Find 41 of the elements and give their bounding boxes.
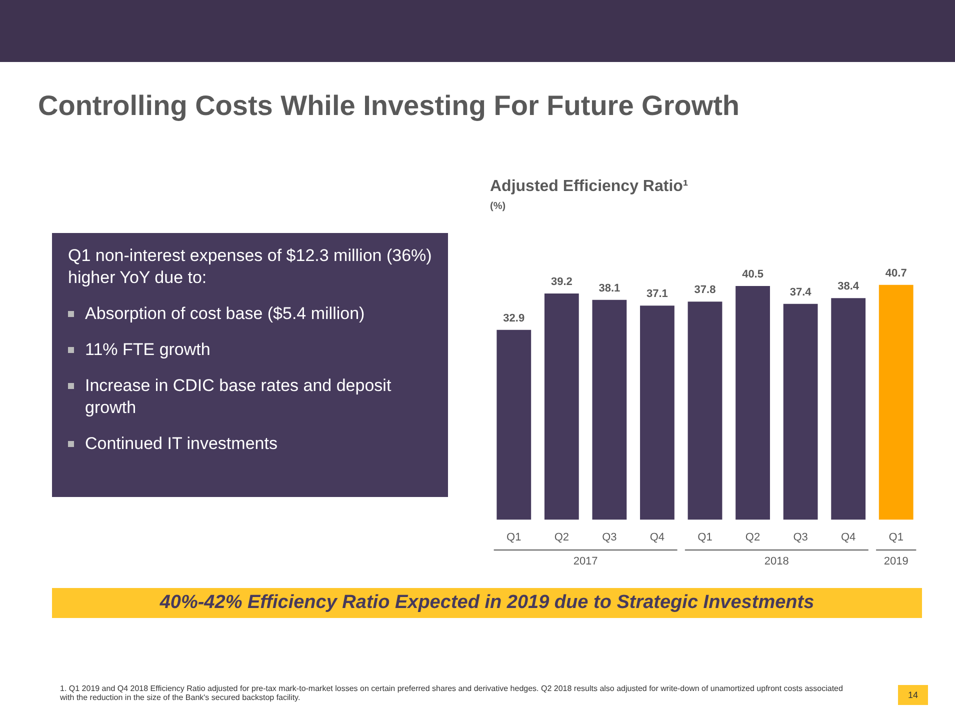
data-label: 32.9 bbox=[503, 312, 525, 324]
text: 14 bbox=[898, 685, 928, 705]
data-label: 38.1 bbox=[598, 282, 620, 294]
x-tick-label: Q1 bbox=[506, 531, 522, 544]
text: Absorption of cost base ($5.4 million) bbox=[68, 303, 432, 325]
text: 11% FTE growth bbox=[68, 339, 432, 361]
bar bbox=[688, 302, 722, 520]
x-tick-label: Q3 bbox=[793, 531, 808, 544]
text: 2018 bbox=[764, 556, 789, 568]
text: Continued IT investments bbox=[68, 433, 432, 455]
bar bbox=[736, 286, 770, 520]
data-label: 37.4 bbox=[790, 286, 812, 298]
text: 2019 bbox=[884, 556, 908, 568]
x-tick-label: Q4 bbox=[650, 531, 665, 544]
data-label: 40.7 bbox=[885, 267, 907, 280]
text: 1. Q1 2019 and Q4 2018 Efficiency Ratio adjusted for pre-tax mark-to-market losses on certain preferred shares and derivative hedges. Q2 2018 results also adjusted for write-down of unamortized upfront costs associated with the reduction in the size of the Bank's secured backstop facility. bbox=[60, 684, 844, 702]
bar bbox=[831, 298, 866, 520]
data-label: 38.4 bbox=[838, 280, 860, 293]
data-label: 37.1 bbox=[646, 288, 668, 300]
x-tick-label: Q2 bbox=[554, 531, 570, 544]
data-label: 40.5 bbox=[742, 268, 764, 281]
text: Increase in CDIC base rates and deposit growth bbox=[68, 375, 432, 419]
x-tick-label: Q1 bbox=[888, 531, 904, 544]
bar bbox=[783, 304, 818, 520]
text: 40%-42% Efficiency Ratio Expected in 2019 due to Strategic Investments bbox=[52, 588, 922, 618]
bar bbox=[640, 306, 674, 520]
text: 2017 bbox=[573, 556, 598, 568]
x-tick-label: Q2 bbox=[745, 531, 760, 544]
chart-title: Adjusted Efficiency Ratio¹ bbox=[490, 178, 688, 196]
bar bbox=[878, 284, 914, 520]
x-tick-label: Q4 bbox=[840, 531, 856, 544]
x-tick-label: Q1 bbox=[698, 531, 712, 544]
bar bbox=[592, 300, 627, 520]
text: Controlling Costs While Investing For Future Growth bbox=[38, 90, 740, 122]
x-tick-label: Q3 bbox=[602, 531, 617, 544]
bar bbox=[544, 293, 579, 520]
data-label: 37.8 bbox=[694, 284, 716, 296]
text: Q1 non-interest expenses of $12.3 million (36%) higher YoY due to: bbox=[68, 245, 432, 289]
chart-subtitle: (%) bbox=[490, 201, 506, 212]
bar bbox=[496, 330, 532, 520]
data-label: 39.2 bbox=[550, 276, 572, 288]
